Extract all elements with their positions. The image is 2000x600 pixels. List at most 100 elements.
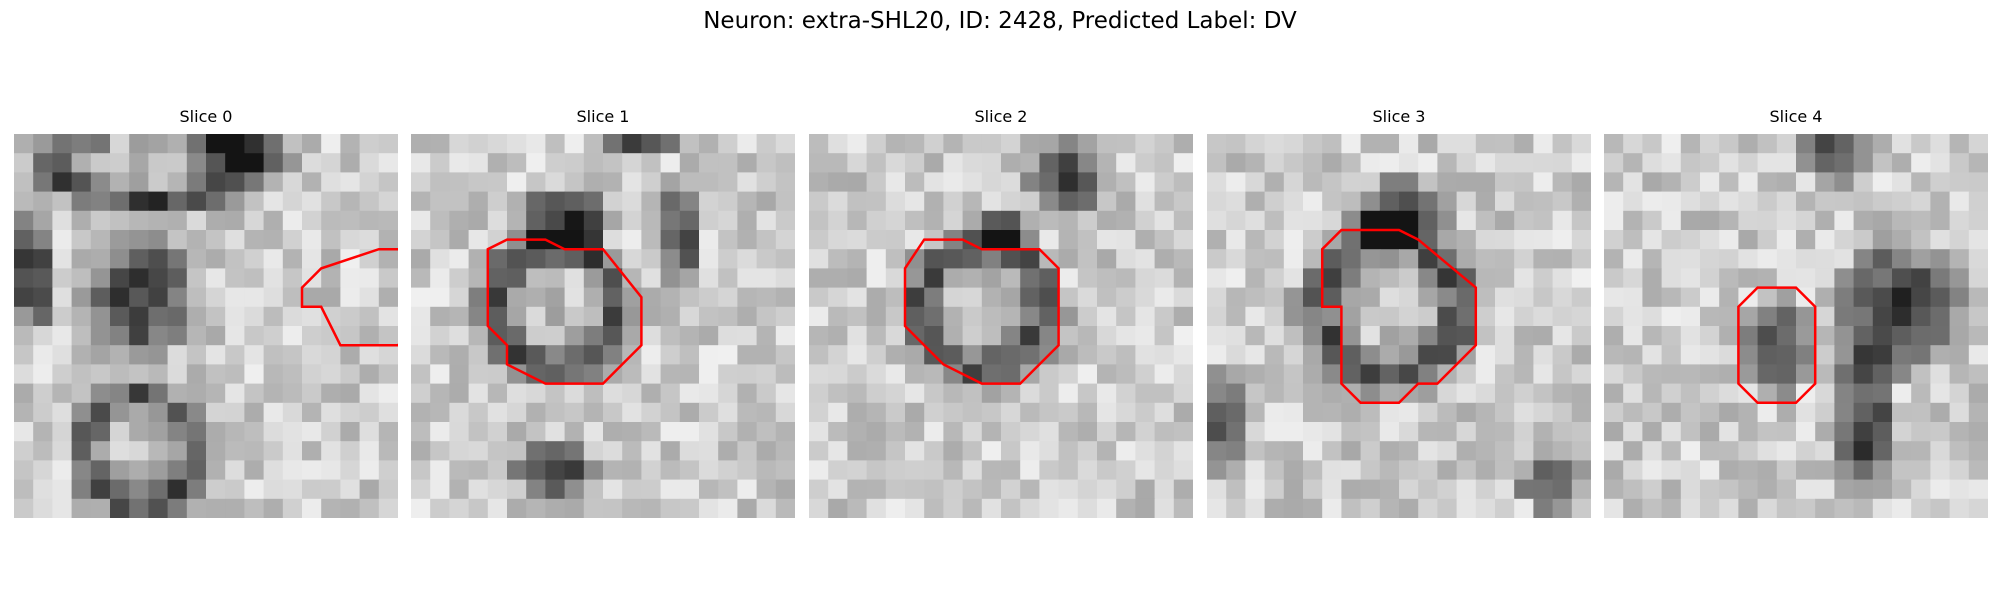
image-pixel (545, 191, 566, 212)
image-pixel (1796, 268, 1816, 289)
image-pixel (1341, 268, 1362, 289)
image-pixel (1341, 498, 1362, 518)
image-pixel (14, 306, 34, 327)
image-pixel (1456, 422, 1477, 442)
image-pixel (1911, 210, 1931, 231)
image-pixel (302, 191, 322, 212)
image-pixel (148, 191, 169, 212)
image-pixel (1039, 364, 1060, 385)
image-pixel (225, 134, 245, 154)
image-pixel (828, 153, 848, 173)
image-pixel (718, 422, 738, 442)
image-pixel (282, 230, 303, 250)
image-pixel (1039, 441, 1060, 461)
image-pixel (1379, 306, 1400, 327)
image-pixel (660, 249, 681, 269)
image-pixel (1533, 134, 1554, 154)
image-pixel (1456, 153, 1477, 173)
image-pixel (411, 210, 431, 231)
image-pixel (129, 306, 149, 327)
image-pixel (1719, 268, 1739, 289)
image-pixel (775, 364, 795, 385)
image-pixel (943, 249, 964, 269)
image-pixel (90, 172, 111, 193)
image-pixel (1757, 249, 1778, 269)
image-pixel (487, 249, 508, 269)
image-pixel (1623, 210, 1643, 231)
image-pixel (110, 210, 130, 231)
image-pixel (1303, 479, 1323, 500)
image-pixel (1968, 422, 1988, 442)
image-pixel (1834, 287, 1855, 308)
image-pixel (1303, 383, 1323, 404)
image-pixel (1116, 441, 1136, 461)
image-pixel (1623, 345, 1643, 365)
image-pixel (1815, 383, 1835, 404)
image-pixel (718, 134, 738, 154)
image-pixel (1892, 210, 1912, 231)
image-pixel (1949, 287, 1970, 308)
image-pixel (1475, 153, 1496, 173)
image-pixel (1283, 210, 1304, 231)
image-pixel (1020, 191, 1040, 212)
image-pixel (1571, 364, 1591, 385)
image-pixel (1154, 383, 1175, 404)
image-pixel (564, 460, 585, 481)
image-pixel (641, 268, 662, 289)
image-pixel (186, 441, 207, 461)
image-pixel (1853, 422, 1874, 442)
image-pixel (487, 306, 508, 327)
image-pixel (866, 191, 887, 212)
image-pixel (924, 249, 944, 269)
image-pixel (1815, 230, 1835, 250)
image-pixel (1930, 460, 1951, 481)
image-pixel (1226, 172, 1246, 193)
image-pixel (1661, 306, 1682, 327)
image-pixel (14, 402, 34, 423)
image-pixel (603, 210, 623, 231)
image-pixel (1283, 191, 1304, 212)
image-pixel (1495, 441, 1515, 461)
image-pixel (699, 460, 719, 481)
image-pixel (1173, 153, 1193, 173)
image-pixel (1834, 306, 1855, 327)
image-pixel (924, 479, 944, 500)
image-pixel (129, 287, 149, 308)
image-pixel (828, 191, 848, 212)
image-pixel (14, 153, 34, 173)
image-pixel (1533, 153, 1554, 173)
image-pixel (699, 306, 719, 327)
image-pixel (641, 230, 662, 250)
image-pixel (905, 287, 925, 308)
image-pixel (962, 422, 983, 442)
image-pixel (1154, 287, 1175, 308)
image-pixel (1968, 345, 1988, 365)
image-pixel (1207, 422, 1227, 442)
image-pixel (167, 441, 188, 461)
image-pixel (430, 210, 450, 231)
image-pixel (1968, 191, 1988, 212)
image-pixel (1796, 134, 1816, 154)
image-pixel (737, 441, 758, 461)
image-pixel (641, 287, 662, 308)
image-pixel (545, 479, 566, 500)
image-pixel (660, 172, 681, 193)
image-pixel (378, 422, 398, 442)
image-pixel (545, 134, 566, 154)
image-pixel (583, 402, 604, 423)
image-pixel (302, 172, 322, 193)
image-pixel (1968, 441, 1988, 461)
image-pixel (866, 460, 887, 481)
image-pixel (1514, 364, 1534, 385)
image-pixel (1077, 441, 1098, 461)
image-pixel (1796, 249, 1816, 269)
image-pixel (1020, 479, 1040, 500)
image-pixel (430, 383, 450, 404)
image-pixel (885, 441, 906, 461)
image-pixel (1815, 364, 1835, 385)
image-pixel (1116, 306, 1136, 327)
image-pixel (1738, 460, 1759, 481)
image-pixel (679, 326, 700, 346)
image-pixel (1776, 345, 1797, 365)
image-pixel (1379, 345, 1400, 365)
